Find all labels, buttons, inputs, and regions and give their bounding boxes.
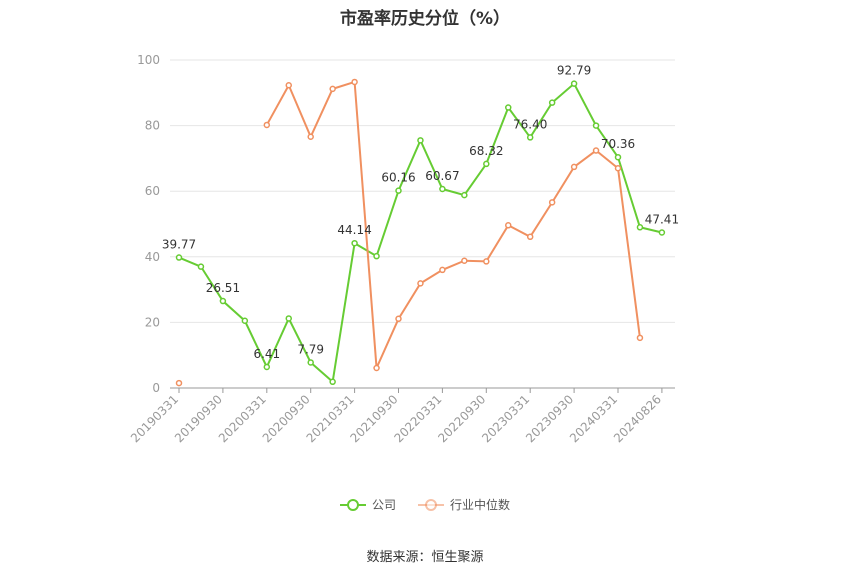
data-point-industry-median <box>548 199 556 206</box>
data-point-company <box>614 153 622 161</box>
data-label: 47.41 <box>645 212 679 226</box>
data-label: 44.14 <box>337 223 371 237</box>
data-point-company <box>285 315 292 322</box>
legend-marker-industry-median <box>418 498 444 512</box>
data-point-company <box>197 263 205 270</box>
data-point-industry-median <box>483 258 490 265</box>
data-point-company <box>636 224 644 231</box>
data-point-company <box>373 252 380 260</box>
data-label: 60.16 <box>381 171 415 185</box>
data-point-industry-median <box>329 85 336 93</box>
data-label: 68.32 <box>469 144 503 158</box>
y-tick-label: 100 <box>137 53 160 67</box>
data-point-company <box>461 191 468 199</box>
data-point-industry-median <box>439 266 446 274</box>
data-point-industry-median <box>614 164 622 172</box>
data-point-industry-median <box>592 147 600 154</box>
data-point-industry-median <box>285 82 292 89</box>
data-label: 26.51 <box>206 281 240 295</box>
data-point-industry-median <box>636 334 644 342</box>
data-point-industry-median <box>351 78 358 86</box>
data-point-company <box>219 297 227 305</box>
data-point-company <box>439 185 446 193</box>
data-point-company <box>592 122 600 129</box>
data-point-company <box>526 134 534 141</box>
legend-marker-company <box>339 498 366 512</box>
y-tick-label: 80 <box>145 119 160 133</box>
y-tick-label: 0 <box>152 381 160 395</box>
data-point-industry-median <box>526 233 534 241</box>
data-point-company <box>351 239 358 247</box>
legend-label-industry-median: 行业中位数 <box>450 498 511 512</box>
legend: 公司 行业中位数 <box>0 496 850 513</box>
y-tick-label: 20 <box>145 315 160 329</box>
x-tick-label: 20240826 <box>611 392 664 445</box>
data-source: 数据来源：恒生聚源 <box>366 550 484 565</box>
data-point-industry-median <box>461 257 468 264</box>
data-point-company <box>329 378 336 386</box>
data-point-company <box>395 187 402 194</box>
data-point-company <box>548 99 556 106</box>
data-point-company <box>241 317 249 325</box>
data-label: 60.67 <box>425 169 459 183</box>
data-point-industry-median <box>373 364 380 372</box>
data-label: 6.41 <box>253 347 280 361</box>
data-point-company <box>570 80 578 87</box>
data-point-industry-median <box>395 315 402 323</box>
data-point-company <box>307 359 314 366</box>
legend-label-company: 公司 <box>371 498 396 512</box>
data-point-industry-median <box>263 121 271 129</box>
legend-item-industry-median[interactable]: 行业中位数 <box>418 496 510 513</box>
data-label: 92.79 <box>557 64 591 78</box>
data-point-industry-median <box>505 222 512 229</box>
data-label: 76.40 <box>513 117 547 131</box>
chart-title: 市盈率历史分位（%） <box>339 9 511 29</box>
data-point-company <box>263 363 271 371</box>
series-line-company <box>178 82 663 384</box>
data-point-company <box>483 160 490 168</box>
series-line-industry-median <box>265 80 641 369</box>
data-point-company <box>505 104 512 111</box>
data-label: 7.79 <box>297 342 324 356</box>
legend-item-company[interactable]: 公司 <box>339 496 396 513</box>
data-point-industry-median <box>417 280 424 287</box>
data-point-company <box>417 137 424 144</box>
data-point-industry-median <box>175 379 183 387</box>
data-point-company <box>658 229 666 236</box>
data-label: 39.77 <box>162 238 196 252</box>
data-point-company <box>175 254 183 261</box>
data-label: 70.36 <box>601 137 635 151</box>
y-tick-label: 60 <box>145 184 160 198</box>
data-point-industry-median <box>570 163 578 171</box>
data-point-industry-median <box>307 133 314 141</box>
y-tick-label: 40 <box>145 250 160 264</box>
